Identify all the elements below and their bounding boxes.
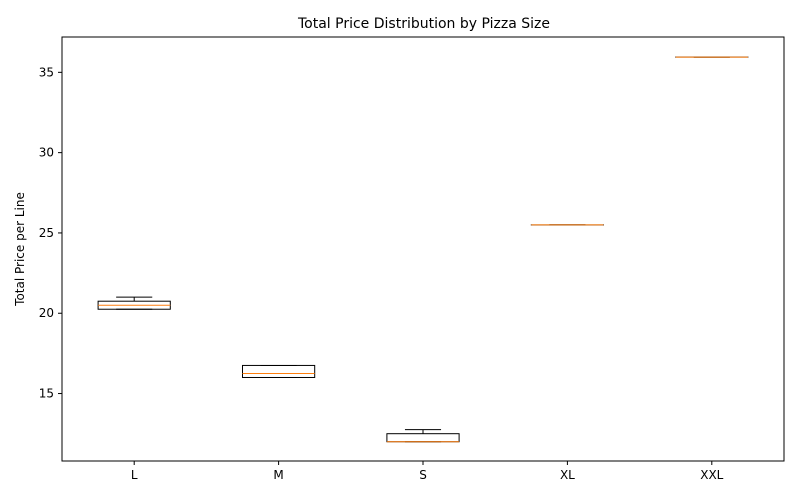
chart-title: Total Price Distribution by Pizza Size	[297, 16, 550, 32]
axes-frame	[61, 36, 785, 462]
y-tick-label: 30	[39, 146, 54, 160]
x-tick-label: XL	[560, 468, 575, 482]
y-tick-label: 15	[39, 387, 54, 401]
y-axis: 15 20 25 30 35	[39, 65, 62, 401]
x-tick-label: L	[131, 468, 138, 482]
box-s	[386, 429, 460, 443]
x-axis: L M S XL XXL	[131, 461, 724, 482]
iqr-box	[242, 364, 316, 378]
y-tick-label: 20	[39, 306, 54, 320]
x-tick-label: XXL	[700, 468, 723, 482]
box-l	[97, 296, 171, 310]
y-axis-label: Total Price per Line	[13, 192, 27, 307]
box-m	[242, 364, 316, 378]
iqr-box	[386, 433, 460, 443]
x-tick-label: S	[419, 468, 427, 482]
y-tick-label: 25	[39, 226, 54, 240]
y-tick-label: 35	[39, 65, 54, 79]
plot-area	[97, 56, 749, 443]
x-tick-label: M	[273, 468, 283, 482]
